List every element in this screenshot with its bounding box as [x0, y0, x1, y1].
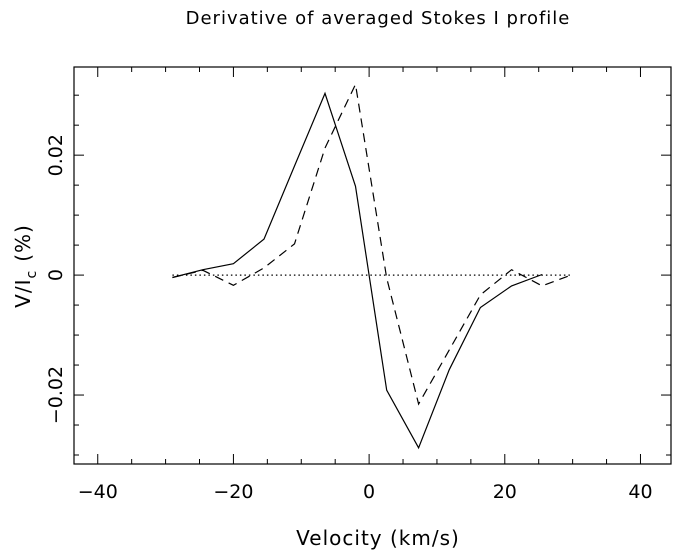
y-tick-label: −0.02	[45, 366, 67, 424]
y-axis-label-unit: (%)	[11, 224, 35, 262]
tick-layer: −40 −20 0 20 40 −0.02 0 0.02	[45, 67, 671, 503]
svg-text:V/Ic(%): V/Ic (%)	[11, 224, 40, 308]
chart-title: Derivative of averaged Stokes I profile	[186, 8, 571, 29]
y-axis-label: V/Ic (%)	[11, 224, 40, 308]
y-tick-label: 0.02	[45, 134, 67, 176]
y-axis-label-main: V/I	[11, 278, 35, 307]
x-tick-label: 40	[628, 481, 652, 503]
series-layer	[172, 82, 573, 450]
solid-series-line	[172, 91, 543, 450]
x-axis-label: Velocity (km/s)	[296, 526, 460, 550]
x-tick-label: 20	[493, 481, 517, 503]
x-tick-label: −20	[213, 481, 253, 503]
y-tick-label: 0	[45, 269, 67, 281]
y-axis-label-subscript: c	[24, 270, 40, 279]
plot-frame	[73, 66, 672, 465]
dashed-series-line	[172, 82, 573, 406]
x-tick-label: −40	[78, 481, 118, 503]
x-tick-label: 0	[363, 481, 375, 503]
